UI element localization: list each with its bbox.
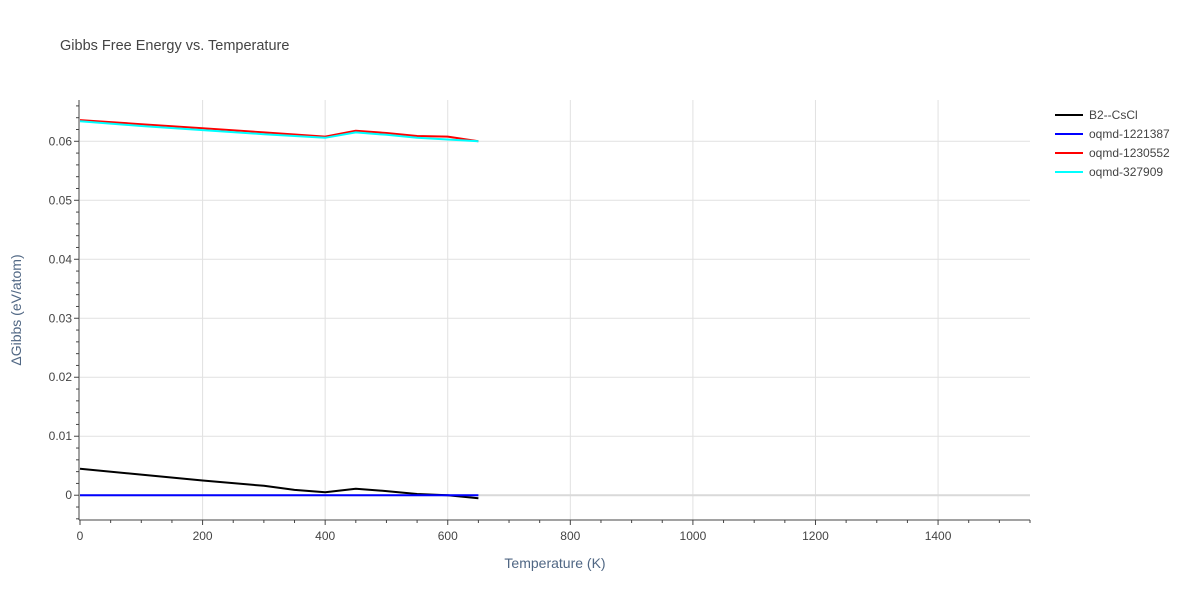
x-tick-label: 1200 [802, 529, 829, 543]
series-layer [79, 119, 479, 500]
y-tick-label: 0.02 [49, 370, 73, 384]
x-tick-label: 600 [438, 529, 458, 543]
x-tick-labels: 0 200 400 600 800 1000 1200 1400 [77, 529, 952, 543]
y-tick-label: 0.06 [49, 134, 73, 148]
x-axis-title: Temperature (K) [504, 555, 605, 571]
series-line-oqmd-1230552 [79, 119, 479, 143]
series-line-b2-cscl [79, 467, 479, 500]
legend-label: B2--CsCl [1089, 108, 1138, 122]
grid [80, 100, 1030, 520]
legend-label: oqmd-327909 [1089, 165, 1163, 179]
legend-label: oqmd-1230552 [1089, 146, 1170, 160]
y-tick-label: 0.03 [49, 311, 73, 325]
y-axis-title: ΔGibbs (eV/atom) [8, 254, 24, 365]
y-tick-labels: 0 0.01 0.02 0.03 0.04 0.05 0.06 [49, 134, 73, 502]
y-tick-label: 0.01 [49, 429, 73, 443]
chart-title: Gibbs Free Energy vs. Temperature [60, 38, 289, 54]
axes [74, 100, 1031, 525]
legend-label: oqmd-1221387 [1089, 127, 1170, 141]
x-tick-label: 400 [315, 529, 335, 543]
x-tick-label: 1400 [925, 529, 952, 543]
y-tick-label: 0.05 [49, 193, 73, 207]
series-line-oqmd-327909 [79, 120, 479, 143]
x-tick-label: 1000 [680, 529, 707, 543]
x-tick-label: 800 [560, 529, 580, 543]
y-tick-label: 0 [65, 488, 72, 502]
legend: B2--CsCl oqmd-1221387 oqmd-1230552 oqmd-327… [1055, 108, 1170, 179]
x-tick-label: 0 [77, 529, 84, 543]
y-tick-label: 0.04 [49, 252, 73, 266]
x-tick-label: 200 [193, 529, 213, 543]
